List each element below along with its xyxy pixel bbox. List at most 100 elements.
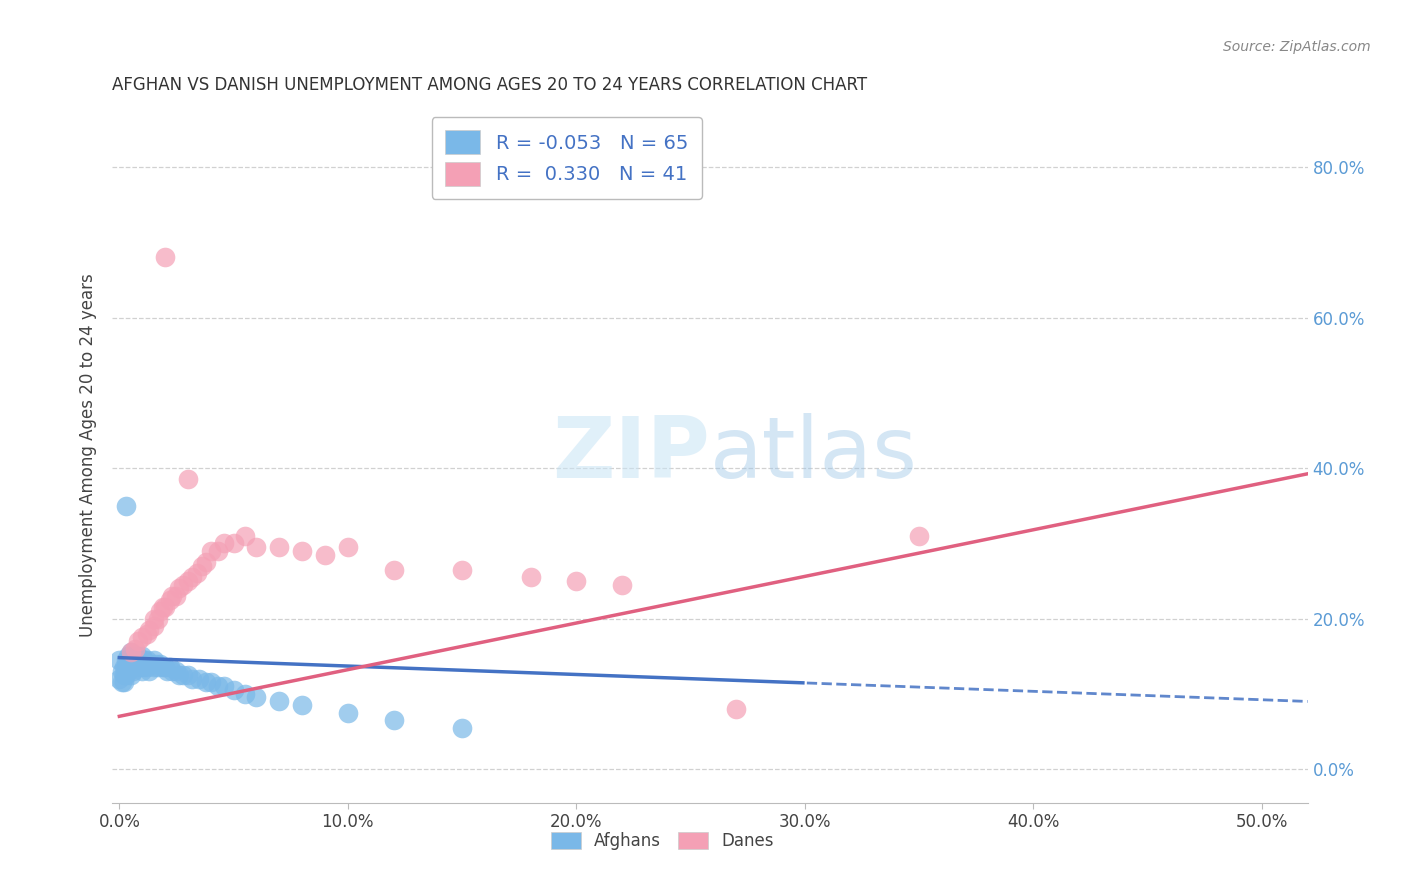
- Point: [291, 544, 314, 558]
- Point: [177, 472, 200, 486]
- Point: [131, 649, 153, 664]
- Point: [135, 653, 157, 667]
- Point: [135, 660, 157, 674]
- Point: [152, 600, 174, 615]
- Point: [127, 649, 149, 664]
- Point: [177, 574, 200, 588]
- Point: [142, 619, 165, 633]
- Point: [159, 592, 181, 607]
- Point: [134, 660, 156, 674]
- Point: [122, 649, 145, 664]
- Point: [451, 721, 474, 735]
- Point: [269, 540, 291, 554]
- Point: [127, 634, 149, 648]
- Point: [195, 675, 218, 690]
- Point: [156, 664, 179, 678]
- Point: [120, 668, 142, 682]
- Point: [111, 664, 134, 678]
- Point: [233, 687, 256, 701]
- Point: [207, 544, 229, 558]
- Point: [148, 660, 170, 674]
- Point: [129, 653, 152, 667]
- Point: [108, 653, 131, 667]
- Point: [181, 672, 204, 686]
- Point: [181, 570, 204, 584]
- Point: [160, 664, 183, 678]
- Point: [153, 600, 176, 615]
- Point: [124, 660, 146, 674]
- Point: [117, 664, 139, 678]
- Point: [314, 548, 336, 562]
- Point: [269, 694, 291, 708]
- Point: [222, 536, 245, 550]
- Point: [188, 672, 211, 686]
- Point: [149, 604, 172, 618]
- Point: [142, 611, 165, 625]
- Text: AFGHAN VS DANISH UNEMPLOYMENT AMONG AGES 20 TO 24 YEARS CORRELATION CHART: AFGHAN VS DANISH UNEMPLOYMENT AMONG AGES…: [112, 77, 868, 95]
- Point: [565, 574, 588, 588]
- Point: [112, 675, 135, 690]
- Point: [138, 623, 160, 637]
- Point: [115, 660, 138, 674]
- Point: [142, 660, 165, 674]
- Point: [725, 702, 748, 716]
- Point: [117, 657, 139, 671]
- Point: [131, 657, 153, 671]
- Point: [200, 544, 222, 558]
- Point: [233, 529, 256, 543]
- Point: [610, 577, 633, 591]
- Point: [131, 664, 153, 678]
- Point: [120, 653, 142, 667]
- Point: [124, 653, 146, 667]
- Point: [172, 577, 194, 591]
- Point: [120, 645, 142, 659]
- Point: [129, 660, 152, 674]
- Point: [167, 668, 190, 682]
- Point: [186, 566, 208, 581]
- Point: [135, 626, 157, 640]
- Point: [112, 668, 135, 682]
- Point: [291, 698, 314, 712]
- Point: [382, 563, 405, 577]
- Point: [222, 683, 245, 698]
- Text: atlas: atlas: [710, 413, 918, 497]
- Point: [145, 657, 167, 671]
- Point: [141, 657, 163, 671]
- Point: [153, 660, 176, 674]
- Point: [134, 653, 156, 667]
- Point: [167, 582, 190, 596]
- Point: [138, 664, 160, 678]
- Point: [138, 657, 160, 671]
- Point: [214, 679, 236, 693]
- Point: [131, 630, 153, 644]
- Y-axis label: Unemployment Among Ages 20 to 24 years: Unemployment Among Ages 20 to 24 years: [79, 273, 97, 637]
- Point: [159, 660, 181, 674]
- Point: [115, 668, 138, 682]
- Point: [160, 589, 183, 603]
- Point: [177, 668, 200, 682]
- Point: [142, 653, 165, 667]
- Point: [122, 664, 145, 678]
- Point: [519, 570, 541, 584]
- Point: [245, 540, 267, 554]
- Point: [336, 706, 359, 720]
- Point: [172, 668, 194, 682]
- Point: [195, 555, 218, 569]
- Point: [166, 589, 188, 603]
- Point: [115, 499, 138, 513]
- Point: [115, 653, 138, 667]
- Point: [120, 645, 142, 659]
- Point: [149, 657, 172, 671]
- Point: [908, 529, 931, 543]
- Point: [190, 558, 212, 573]
- Point: [108, 672, 131, 686]
- Text: Source: ZipAtlas.com: Source: ZipAtlas.com: [1223, 40, 1371, 54]
- Point: [451, 563, 474, 577]
- Point: [148, 611, 170, 625]
- Text: ZIP: ZIP: [553, 413, 710, 497]
- Point: [122, 657, 145, 671]
- Point: [117, 649, 139, 664]
- Point: [166, 664, 188, 678]
- Point: [152, 660, 174, 674]
- Point: [336, 540, 359, 554]
